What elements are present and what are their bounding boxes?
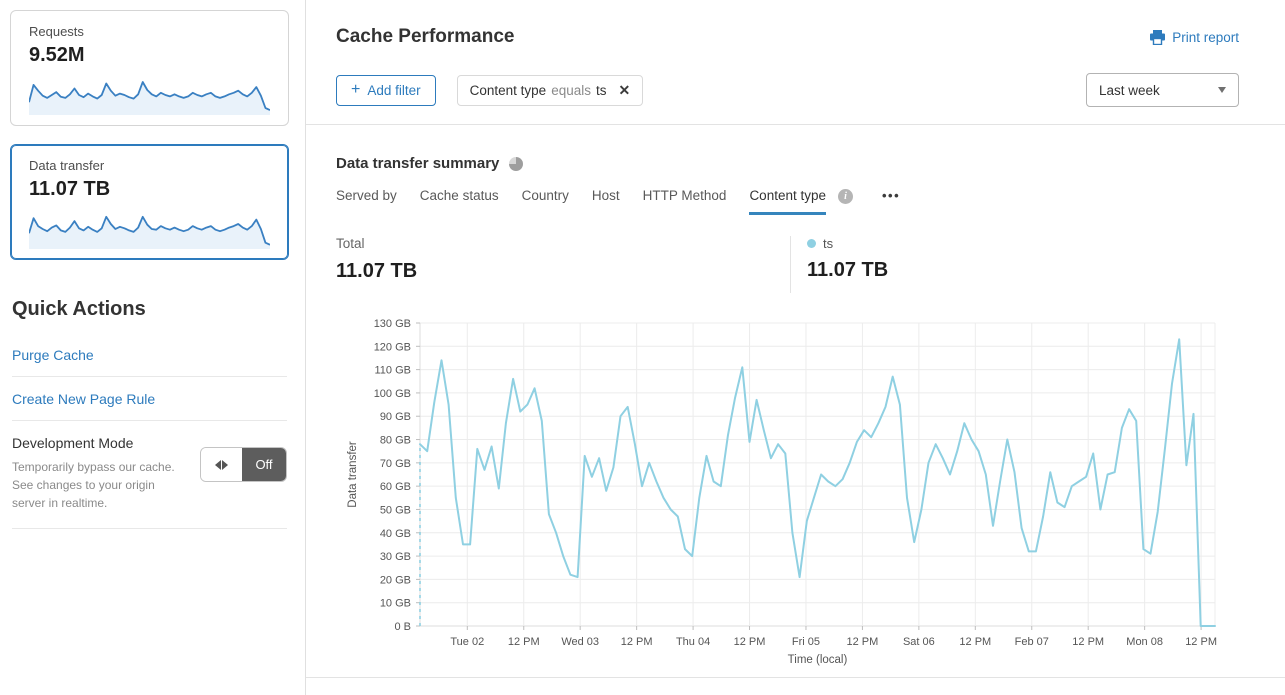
y-tick-label: 60 GB — [380, 481, 411, 493]
data-transfer-sparkline-chart — [29, 215, 270, 249]
quick-actions: Quick Actions Purge Cache Create New Pag… — [10, 298, 289, 529]
toggle-state-label: Off — [242, 448, 286, 481]
print-report-button[interactable]: Print report — [1150, 29, 1239, 45]
data-transfer-chart[interactable]: 0 B 10 GB 20 GB 30 GB 40 GB 50 GB 60 GB 70 GB 80… — [336, 313, 1221, 671]
total-label: Total — [336, 236, 365, 251]
metric-card-title: Data transfer — [29, 158, 105, 173]
legend-series-name: ts — [823, 236, 834, 251]
tab-host[interactable]: Host — [591, 188, 620, 203]
filter-chip-value: ts — [595, 82, 607, 98]
summary-tabs: Served by Cache status Country Host HTTP Met… — [336, 188, 1239, 215]
create-page-rule-link[interactable]: Create New Page Rule — [12, 377, 287, 421]
filter-chip[interactable]: Content type equals ts ✕ — [456, 74, 644, 106]
x-tick-label: Thu 04 — [676, 636, 710, 648]
x-tick-label: Wed 03 — [561, 636, 599, 648]
y-tick-label: 70 GB — [380, 458, 411, 470]
x-tick-label: 12 PM — [847, 636, 879, 648]
printer-icon — [1150, 29, 1166, 45]
legend-dot — [807, 239, 816, 248]
tab-cache-status[interactable]: Cache status — [419, 188, 499, 203]
remove-filter-icon[interactable]: ✕ — [618, 81, 631, 98]
sparkline-area — [29, 82, 270, 115]
sparkline-area — [29, 216, 270, 249]
y-tick-label: 90 GB — [380, 411, 411, 423]
section-divider — [306, 677, 1285, 678]
development-mode-text: Development Mode Temporarily bypass our … — [12, 435, 180, 512]
y-tick-label: 110 GB — [375, 365, 412, 377]
totals-divider — [790, 236, 791, 293]
filter-chip-field: Content type — [469, 82, 547, 98]
total-value: 11.07 TB — [336, 260, 418, 282]
tab-served-by[interactable]: Served by — [336, 188, 397, 203]
x-tick-label: Mon 08 — [1126, 636, 1163, 648]
tab-content-type[interactable]: Content type — [749, 188, 826, 215]
y-axis-title: Data transfer — [347, 441, 359, 508]
filter-chip-operator: equals — [551, 82, 591, 98]
x-tick-label: 12 PM — [734, 636, 766, 648]
sparkline-line — [29, 81, 270, 111]
metric-card-data-transfer[interactable]: Data transfer 11.07 TB — [10, 144, 289, 260]
y-tick-label: 0 B — [394, 621, 411, 633]
x-tick-label: Fri 05 — [792, 636, 820, 648]
header-divider — [306, 124, 1285, 125]
sparkline-line — [29, 215, 270, 246]
time-range-value: Last week — [1099, 82, 1160, 98]
metric-card-title: Requests — [29, 24, 84, 39]
summary-title: Data transfer summary — [336, 155, 500, 172]
pie-chart-icon — [509, 156, 524, 171]
chart-axes: 0 B 10 GB 20 GB 30 GB 40 GB 50 GB 60 GB 70 GB 80… — [347, 318, 1217, 666]
legend-series-value: 11.07 TB — [807, 259, 889, 281]
x-tick-label: Feb 07 — [1015, 636, 1049, 648]
y-tick-label: 130 GB — [374, 318, 411, 330]
x-tick-label: 12 PM — [959, 636, 991, 648]
print-report-label: Print report — [1172, 29, 1239, 45]
y-tick-label: 50 GB — [380, 504, 411, 516]
main-content: Cache Performance Print report + Add fil… — [306, 0, 1285, 695]
x-tick-label: 12 PM — [508, 636, 540, 648]
y-tick-label: 30 GB — [380, 551, 411, 563]
tab-country[interactable]: Country — [521, 188, 569, 203]
metric-card-value: 9.52M — [29, 44, 85, 66]
quick-actions-title: Quick Actions — [12, 298, 146, 320]
y-tick-label: 80 GB — [380, 435, 411, 447]
y-tick-label: 120 GB — [374, 341, 411, 353]
y-tick-label: 20 GB — [380, 574, 411, 586]
x-tick-label: 12 PM — [621, 636, 653, 648]
development-mode-title: Development Mode — [12, 435, 134, 451]
series-line-ts — [419, 338, 1216, 627]
time-range-select[interactable]: Last week — [1086, 73, 1239, 107]
y-tick-label: 40 GB — [380, 528, 411, 540]
more-tabs-button[interactable]: ••• — [882, 188, 901, 203]
x-tick-label: 12 PM — [1185, 636, 1217, 648]
tab-http-method[interactable]: HTTP Method — [642, 188, 727, 203]
metric-card-value: 11.07 TB — [29, 178, 111, 200]
plus-icon: + — [351, 81, 361, 98]
metric-card-requests[interactable]: Requests 9.52M — [10, 10, 289, 126]
chevron-down-icon — [1218, 87, 1226, 93]
purge-cache-link[interactable]: Purge Cache — [12, 333, 287, 377]
requests-sparkline-chart — [29, 81, 270, 115]
chart-grid — [419, 322, 1216, 627]
x-tick-label: Tue 02 — [450, 636, 484, 648]
x-axis-title: Time (local) — [788, 654, 848, 666]
total-block: Total 11.07 TB — [336, 236, 790, 293]
page-title: Cache Performance — [336, 26, 515, 47]
add-filter-label: Add filter — [367, 82, 421, 98]
development-mode-toggle[interactable]: Off — [200, 447, 287, 482]
y-tick-label: 10 GB — [380, 598, 411, 610]
legend-block: ts 11.07 TB — [791, 236, 888, 293]
sidebar: Requests 9.52M Data transfer 11.07 TB Qu… — [0, 0, 306, 695]
toggle-arrows-icon — [201, 448, 242, 481]
development-mode-description: Temporarily bypass our cache. See change… — [12, 460, 175, 510]
add-filter-button[interactable]: + Add filter — [336, 74, 436, 106]
y-tick-label: 100 GB — [374, 388, 411, 400]
x-tick-label: Sat 06 — [903, 636, 935, 648]
info-icon[interactable]: i — [838, 189, 853, 204]
development-mode-section: Development Mode Temporarily bypass our … — [12, 421, 287, 529]
x-tick-label: 12 PM — [1072, 636, 1104, 648]
